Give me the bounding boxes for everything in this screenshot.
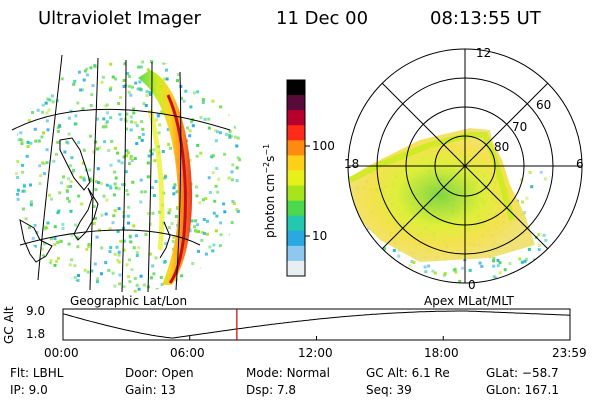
seq-status: Seq: 39	[366, 383, 412, 397]
colorbar-band	[287, 80, 305, 96]
colorbar	[286, 79, 310, 277]
mlt-label-6: 6	[576, 157, 584, 171]
gain-status: Gain: 13	[125, 383, 176, 397]
altitude-plot-frame	[62, 308, 571, 341]
geographic-caption: Geographic Lat/Lon	[70, 294, 188, 308]
background-emission	[15, 60, 243, 293]
coastline	[19, 137, 171, 263]
altitude-xtick-0600: 06:00	[170, 346, 205, 360]
glon-status: GLon: 167.1	[486, 383, 559, 397]
mlt-label-0: 0	[468, 278, 476, 292]
colorbar-tick-10: 10	[312, 229, 328, 243]
colorbar-band	[287, 200, 305, 217]
colorbar-band	[287, 125, 305, 141]
gc-altitude-status: GC Alt: 6.1 Re	[366, 366, 450, 380]
polar-caption: Apex MLat/MLT	[424, 294, 514, 308]
colorbar-band	[287, 170, 305, 187]
colorbar-band	[287, 140, 305, 156]
altitude-xtick-1200: 12:00	[298, 346, 333, 360]
date-label: 11 Dec 00	[276, 8, 369, 29]
altitude-curve	[62, 310, 571, 339]
glat-status: GLat: −58.7	[486, 366, 559, 380]
polar-image	[347, 48, 583, 284]
lat-label-70: 70	[512, 120, 528, 134]
colorbar-band	[287, 110, 305, 126]
door-status: Door: Open	[125, 366, 194, 380]
instrument-title: Ultraviolet Imager	[38, 8, 201, 29]
mode-status: Mode: Normal	[246, 366, 330, 380]
mlt-label-18: 18	[344, 157, 360, 171]
ip-status: IP: 9.0	[10, 383, 48, 397]
lat-label-80: 80	[494, 140, 510, 154]
dsp-status: Dsp: 7.8	[246, 383, 297, 397]
colorbar-unit-label: photon cm−2s−1	[262, 143, 277, 238]
altitude-plot	[62, 308, 571, 341]
mlt-label-12: 12	[476, 46, 492, 60]
colorbar-band	[287, 230, 305, 247]
lat-label-60: 60	[536, 98, 552, 112]
altitude-xtick-2359: 23:59	[552, 346, 587, 360]
colorbar-band	[287, 215, 305, 232]
geographic-image	[11, 54, 243, 293]
altitude-ylabel: GC Alt	[2, 306, 16, 344]
colorbar-band	[287, 245, 305, 262]
lat-lon-grid	[11, 54, 231, 293]
colorbar-tick-100: 100	[312, 139, 335, 153]
filter-status: Flt: LBHL	[10, 366, 64, 380]
time-label: 08:13:55 UT	[430, 8, 541, 29]
colorbar-band	[287, 260, 305, 277]
colorbar-band	[287, 155, 305, 171]
altitude-xtick-0000: 00:00	[44, 346, 79, 360]
auroral-peak	[166, 94, 187, 284]
altitude-ytick-high: 9.0	[26, 304, 46, 318]
altitude-xtick-1800: 18:00	[424, 346, 459, 360]
polar-grid	[347, 48, 583, 284]
altitude-ytick-low: 1.8	[26, 327, 46, 341]
colorbar-band	[287, 95, 305, 111]
colorbar-band	[287, 185, 305, 202]
